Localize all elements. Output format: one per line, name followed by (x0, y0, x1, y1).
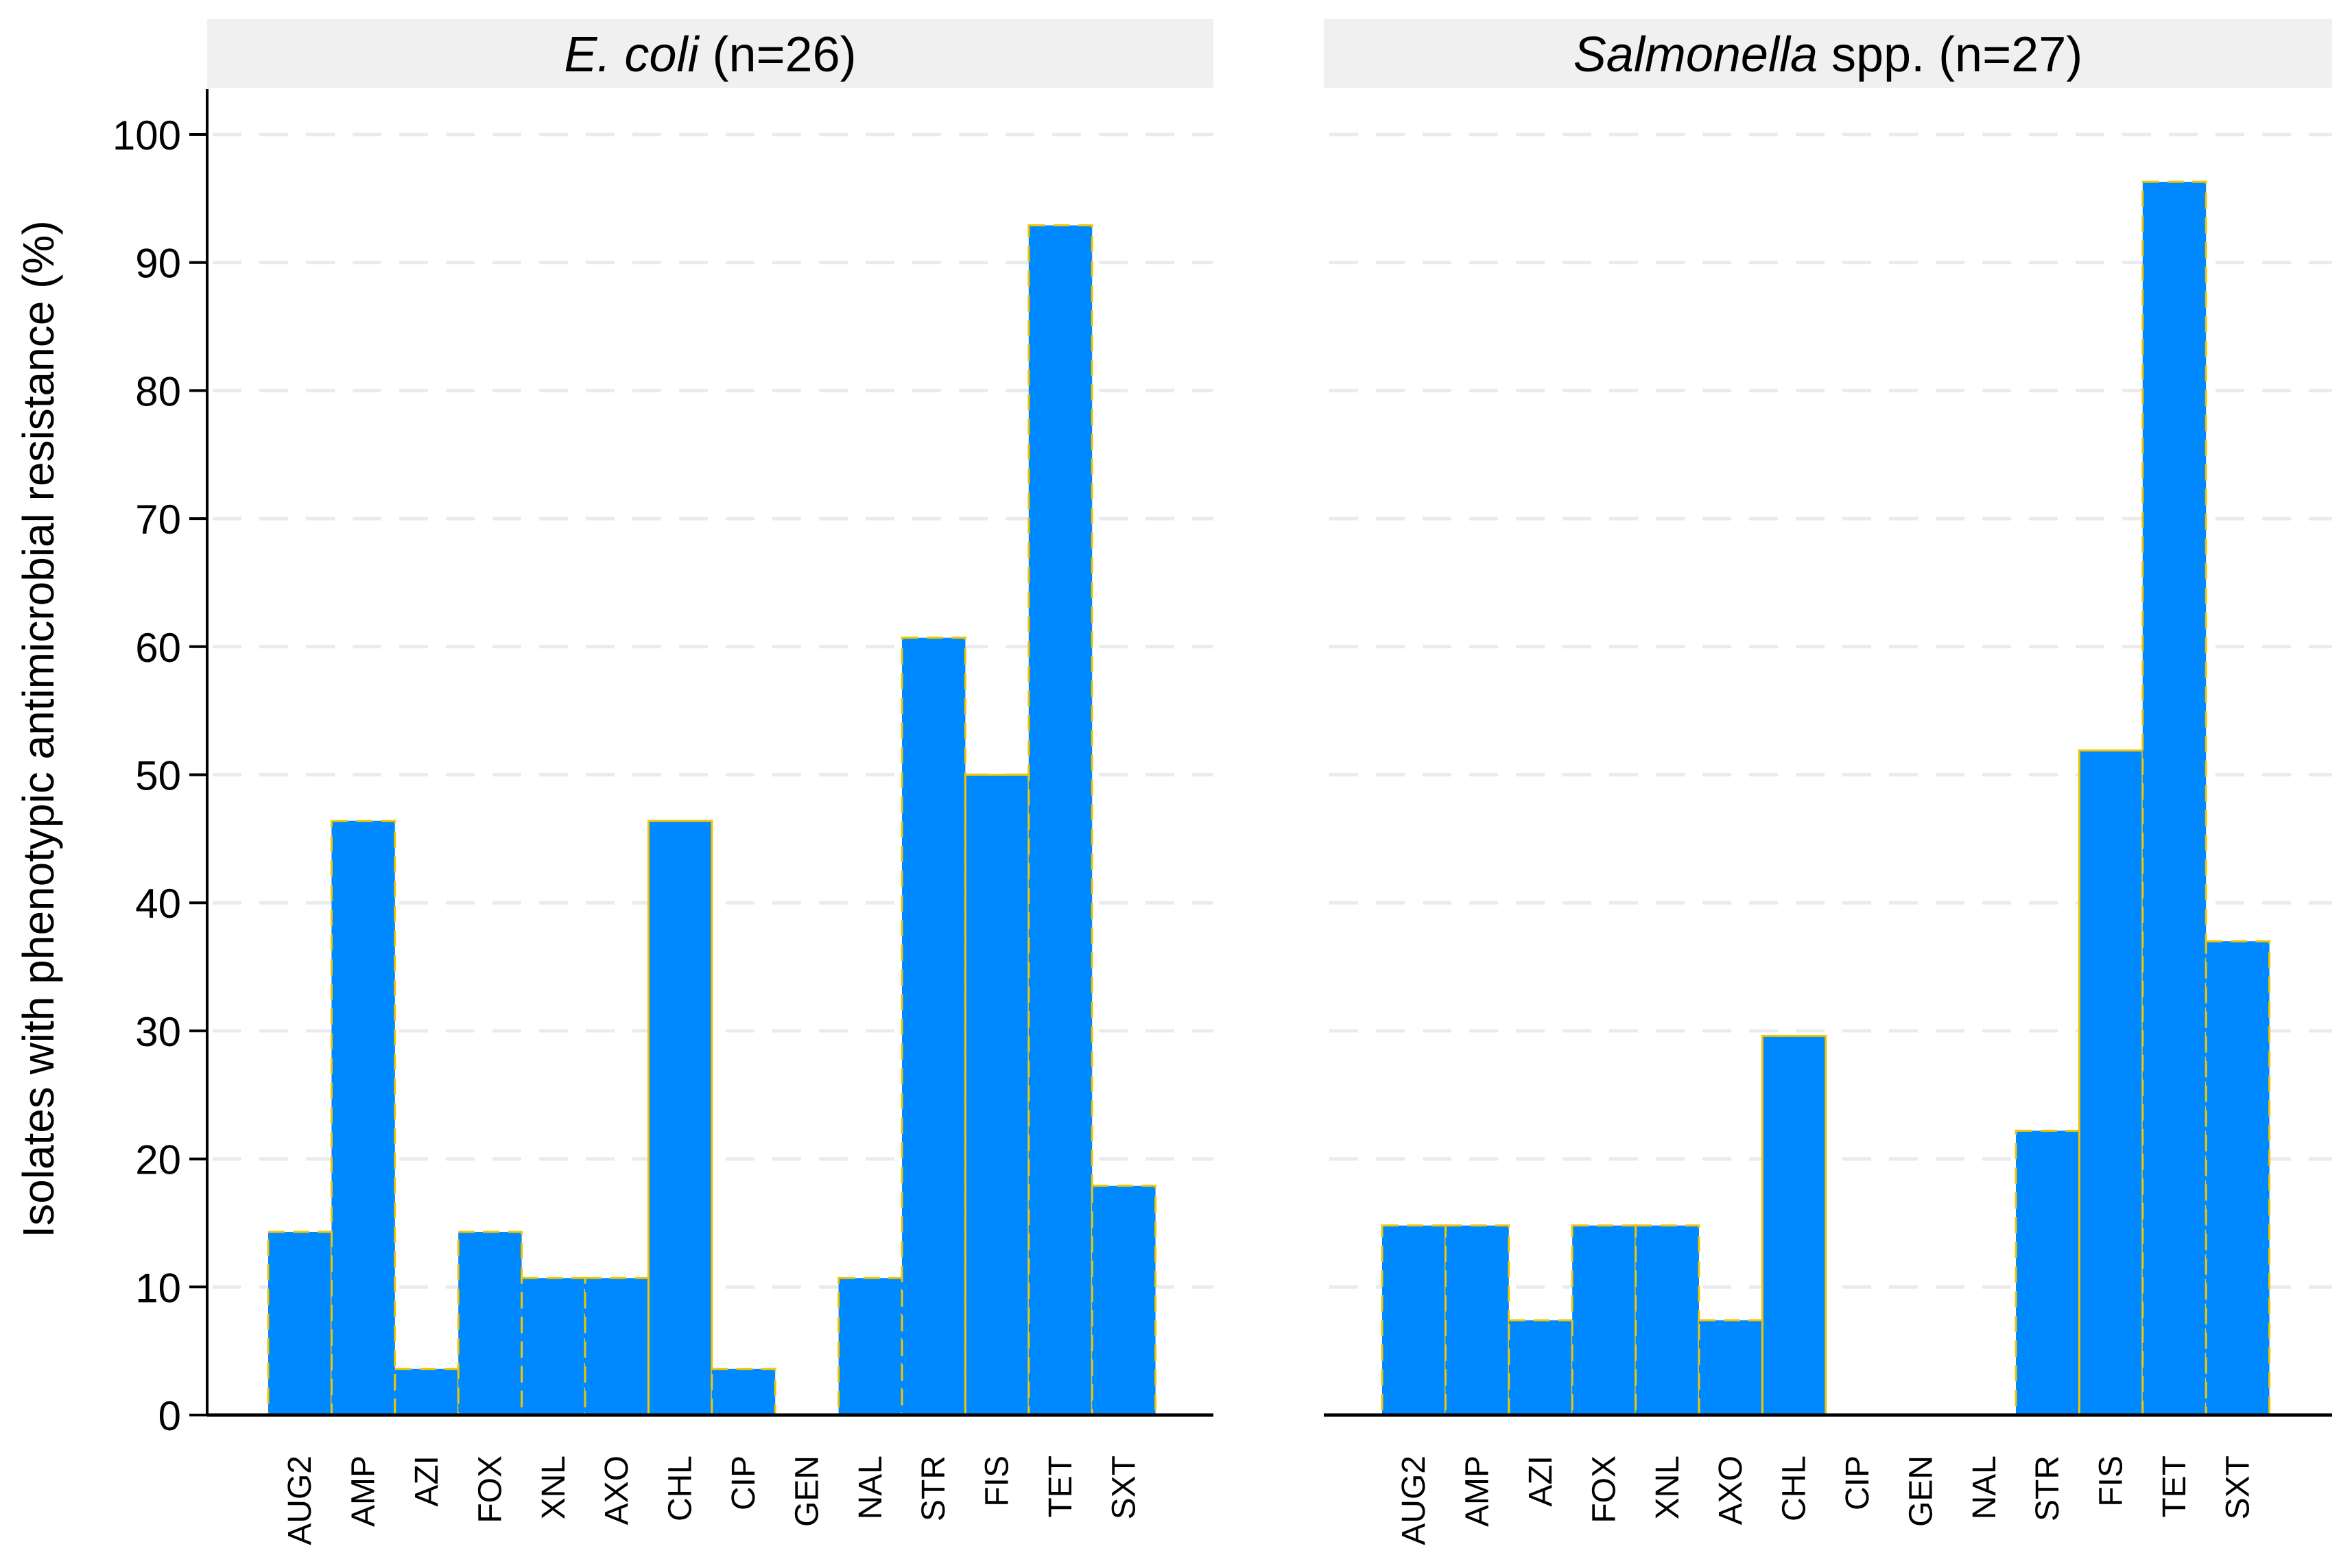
panel-title-italic: Salmonella (1573, 27, 1818, 82)
x-tick-label: AZI (409, 1456, 445, 1507)
x-tick-label: FOX (472, 1456, 508, 1523)
x-tick-label: CIP (726, 1456, 762, 1510)
panel-strip (207, 19, 1213, 88)
y-tick-label: 70 (135, 497, 181, 543)
bar-xnl (1635, 1224, 1700, 1416)
panel-title-italic: E. coli (564, 27, 700, 82)
bar-amp (330, 820, 396, 1416)
bar-azi (1508, 1319, 1573, 1416)
y-axis-label: Isolates with phenotypic antimicrobial r… (14, 220, 63, 1237)
bar-tet (2141, 180, 2207, 1416)
y-axis-label-group: Isolates with phenotypic antimicrobial r… (14, 220, 63, 1237)
bar-fox (457, 1231, 523, 1416)
y-tick-label: 20 (135, 1137, 181, 1183)
x-tick-label: CIP (1840, 1456, 1876, 1510)
x-tick-label: AMP (1460, 1456, 1496, 1527)
x-tick-label: TET (2157, 1456, 2193, 1518)
x-tick-label: AMP (346, 1456, 382, 1527)
x-tick-label: FIS (979, 1456, 1016, 1507)
x-tick-label: AXO (599, 1456, 635, 1525)
bar-cip (711, 1368, 776, 1416)
bar-fox (1571, 1224, 1637, 1416)
y-tick-label: 0 (158, 1393, 181, 1439)
bar-tet (1027, 224, 1093, 1416)
bar-aug2 (1381, 1224, 1447, 1416)
bar-aug2 (267, 1231, 333, 1416)
bar-azi (394, 1368, 460, 1416)
y-tick-label: 40 (135, 881, 181, 927)
bar-axo (584, 1276, 650, 1416)
x-tick-label: SXT (2220, 1456, 2256, 1519)
x-tick-label: SXT (1106, 1456, 1142, 1519)
x-tick-label: STR (916, 1456, 952, 1521)
x-tick-label: AUG2 (1396, 1456, 1432, 1545)
panel-title-rest: (n=26) (698, 27, 856, 82)
bar-str (2015, 1130, 2080, 1416)
y-tick-label: 100 (112, 112, 181, 158)
x-tick-label: AZI (1523, 1456, 1559, 1507)
y-tick-label: 10 (135, 1265, 181, 1311)
bar-axo (1698, 1319, 1763, 1416)
x-tick-label: GEN (789, 1456, 825, 1527)
y-tick-label: 90 (135, 241, 181, 287)
x-tick-label: FOX (1586, 1456, 1622, 1523)
y-tick-label: 60 (135, 625, 181, 671)
x-tick-label: CHL (663, 1456, 699, 1521)
x-tick-label: NAL (853, 1456, 889, 1519)
bar-fis (964, 774, 1030, 1416)
bar-chl (1761, 1034, 1827, 1416)
x-tick-label: GEN (1903, 1456, 1939, 1527)
y-tick-label: 30 (135, 1009, 181, 1055)
bar-sxt (2205, 940, 2271, 1416)
x-tick-label: XNL (536, 1456, 572, 1519)
bar-str (901, 637, 966, 1416)
x-tick-label: NAL (1967, 1456, 2003, 1519)
bar-nal (838, 1276, 903, 1416)
panel-title: E. coli (n=26) (564, 27, 856, 82)
x-tick-label: CHL (1777, 1456, 1813, 1521)
bar-xnl (521, 1276, 586, 1416)
panels: E. coli (n=26) AUG2 AMP AZI FOX XNL AXO CHL CIP G… (112, 19, 2332, 1545)
bar-amp (1444, 1224, 1510, 1416)
y-tick-label: 50 (135, 753, 181, 799)
x-tick-label: AUG2 (282, 1456, 318, 1545)
bar-fis (2078, 749, 2144, 1416)
panel-title-rest: spp. (n=27) (1818, 27, 2082, 82)
x-tick-label: TET (1043, 1456, 1079, 1518)
x-tick-label: XNL (1650, 1456, 1686, 1519)
x-tick-label: FIS (2093, 1456, 2130, 1507)
panel-salmonella: Salmonella spp. (n=27) AUG2 AMP AZI FOX XNL AX… (1324, 19, 2332, 1545)
x-tick-label: AXO (1713, 1456, 1749, 1525)
x-tick-label: STR (2030, 1456, 2066, 1521)
panel-strip (1324, 19, 2332, 88)
bar-chl (647, 820, 713, 1416)
y-tick-label: 80 (135, 368, 181, 414)
panel-title: Salmonella spp. (n=27) (1573, 27, 2082, 82)
panel-e-coli: E. coli (n=26) AUG2 AMP AZI FOX XNL AXO CHL CIP G… (112, 19, 1213, 1545)
bar-sxt (1091, 1185, 1157, 1416)
